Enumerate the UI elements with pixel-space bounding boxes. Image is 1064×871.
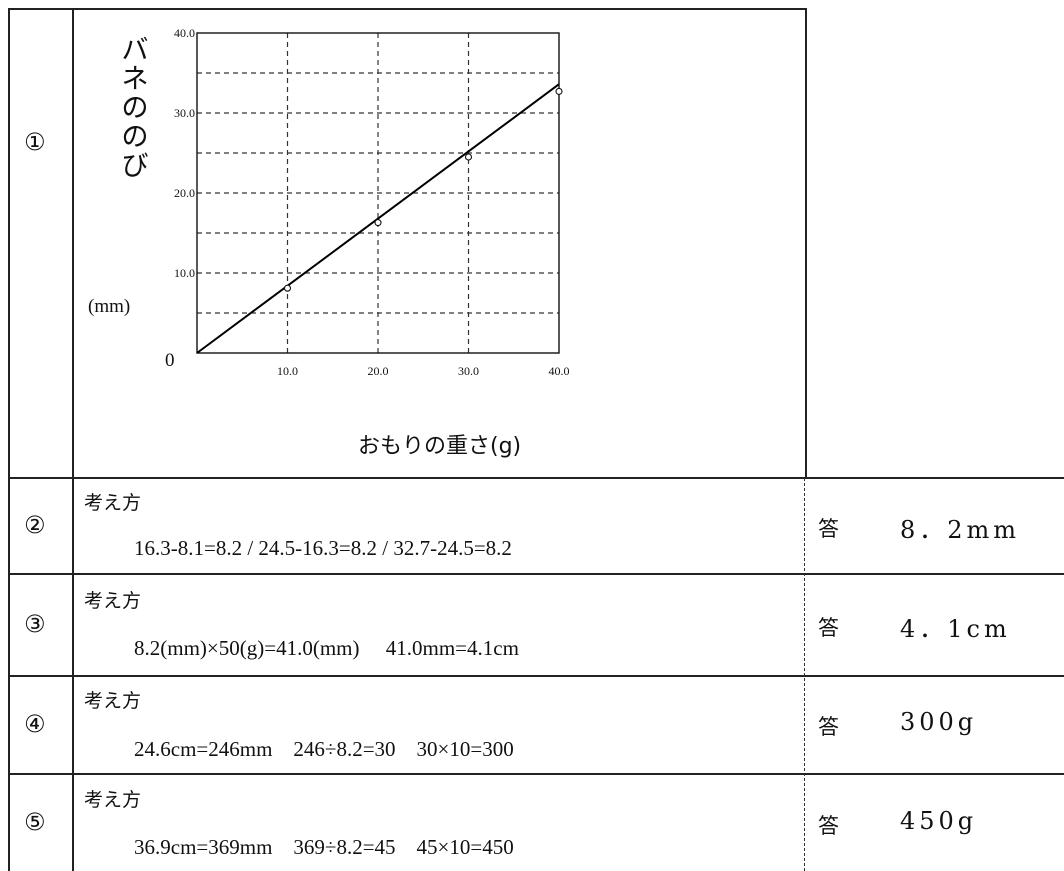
answer-value: 8．2mm: [900, 516, 1021, 544]
answer-value: 450g: [900, 807, 978, 835]
answer-label: 答: [818, 715, 839, 739]
graph-cell-right-border: [805, 8, 807, 478]
data-point: [374, 219, 382, 227]
data-point: [555, 87, 563, 95]
method-work: 8.2(mm)×50(g)=41.0(mm) 41.0mm=4.1cm: [134, 636, 519, 660]
chart-y-unit: (mm): [88, 296, 131, 317]
answer-column-divider: [804, 478, 805, 871]
row-divider-2: [8, 573, 1064, 575]
table-border-left: [8, 8, 10, 871]
row-divider-1: [8, 477, 1064, 479]
answer-value: 300g: [900, 708, 978, 736]
row-divider-3: [8, 675, 1064, 677]
data-point: [464, 153, 473, 161]
chart-origin-label: 0: [165, 350, 175, 371]
x-tick-label: 30.0: [458, 364, 479, 378]
row-number-1: ①: [24, 128, 46, 156]
ylabel-char: の: [121, 122, 149, 153]
ylabel-char: バ: [121, 35, 149, 66]
answer-label: 答: [818, 616, 839, 640]
method-work: 24.6cm=246mm 246÷8.2=30 30×10=300: [134, 737, 514, 761]
y-tick-label: 10.0: [174, 266, 195, 280]
data-point: [283, 284, 292, 292]
method-label: 考え方: [84, 492, 142, 514]
plot-frame: [196, 32, 560, 354]
ylabel-char: び: [121, 151, 149, 182]
chart-xlabel: おもりの重さ(g): [358, 434, 522, 459]
ylabel-char: の: [121, 93, 149, 124]
x-tick-label: 40.0: [549, 364, 570, 378]
answer-value: 4．1cm: [900, 615, 1011, 643]
row-number-2: ②: [24, 511, 46, 539]
y-tick-label: 20.0: [174, 186, 195, 200]
answer-label: 答: [818, 814, 839, 838]
chart-plot: 10.0 20.0 30.0 40.0 10.0 20.0 30.0 40.0: [174, 26, 570, 378]
x-tick-label: 20.0: [368, 364, 389, 378]
chart-ylabel: バ ネ の の び: [118, 36, 152, 181]
y-tick-label: 40.0: [174, 26, 195, 40]
method-label: 考え方: [84, 690, 142, 712]
method-work: 16.3-8.1=8.2 / 24.5-16.3=8.2 / 32.7-24.5…: [134, 536, 512, 560]
number-column-divider: [72, 8, 74, 871]
x-tick-label: 10.0: [277, 364, 298, 378]
row-divider-4: [8, 773, 1064, 775]
answer-label: 答: [818, 517, 839, 541]
row-number-5: ⑤: [24, 808, 46, 836]
ylabel-char: ネ: [121, 64, 149, 95]
method-work: 36.9cm=369mm 369÷8.2=45 45×10=450: [134, 835, 514, 859]
table-border-top: [8, 8, 806, 10]
method-label: 考え方: [84, 590, 142, 612]
method-label: 考え方: [84, 789, 142, 811]
row-number-4: ④: [24, 710, 46, 738]
row-number-3: ③: [24, 610, 46, 638]
proportional-line: [196, 83, 560, 354]
y-tick-label: 30.0: [174, 106, 195, 120]
